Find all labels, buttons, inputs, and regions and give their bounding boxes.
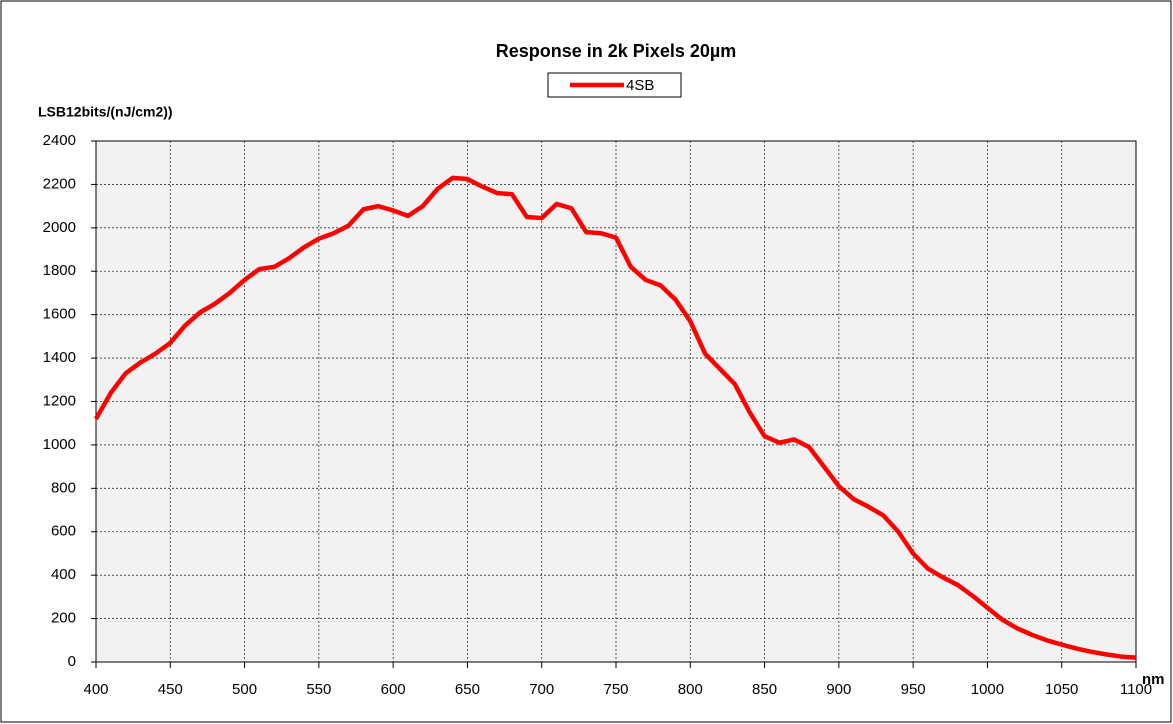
plot-border (95, 140, 1137, 663)
x-tick-label: 900 (826, 681, 851, 698)
x-tick-label: 850 (752, 681, 777, 698)
y-tick-label: 200 (51, 610, 76, 627)
y-tick-label: 600 (51, 523, 76, 540)
x-tick-label: 500 (232, 681, 257, 698)
x-tick-label: 950 (901, 681, 926, 698)
y-tick-label: 1400 (43, 349, 76, 366)
x-tick-label: 400 (83, 681, 108, 698)
x-tick-label: 1050 (1045, 681, 1078, 698)
y-tick-label: 1200 (43, 392, 76, 409)
x-tick-label: 1000 (971, 681, 1004, 698)
x-tick-label: 650 (455, 681, 480, 698)
y-tick-label: 2200 (43, 175, 76, 192)
y-axis-label: LSB12bits/(nJ/cm2)) (38, 104, 173, 120)
x-tick-label: 450 (158, 681, 183, 698)
x-tick-label: 750 (603, 681, 628, 698)
y-tick-label: 2400 (43, 132, 76, 149)
chart-title: Response in 2k Pixels 20µm (496, 41, 737, 61)
x-tick-label: 800 (678, 681, 703, 698)
y-tick-label: 1800 (43, 262, 76, 279)
y-tick-label: 1000 (43, 436, 76, 453)
x-axis-label: nm (1142, 671, 1165, 688)
data-line (94, 175, 1137, 660)
y-tick-label: 1600 (43, 306, 76, 323)
y-tick-label: 2000 (43, 219, 76, 236)
x-tick-label: 600 (381, 681, 406, 698)
y-tick-label: 400 (51, 566, 76, 583)
x-tick-label: 1100 (1120, 681, 1152, 698)
y-tick-label: 800 (51, 479, 76, 496)
x-tick-label: 550 (306, 681, 331, 698)
y-tick-label: 0 (68, 653, 76, 670)
x-tick-label: 700 (529, 681, 554, 698)
legend-label: 4SB (626, 77, 654, 94)
